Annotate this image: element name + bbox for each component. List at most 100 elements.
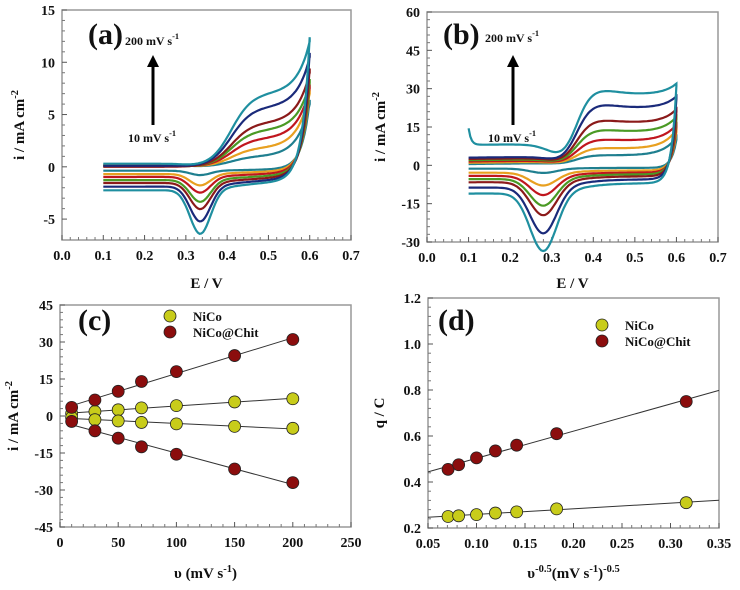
annotation-200-mV-s: 200 mV s-1	[125, 32, 179, 48]
x-tick-label: 0.05	[416, 537, 441, 552]
y-tick-label: -15	[34, 447, 53, 462]
legend-marker	[595, 334, 609, 348]
x-axis-label: E / V	[190, 276, 222, 292]
data-point-nico-chit	[169, 447, 183, 461]
y-tick-label: 10	[41, 56, 55, 71]
legend-marker	[163, 325, 177, 339]
y-axis-label-main: i / mA cm	[6, 389, 22, 451]
y-tick-label: 0	[48, 161, 55, 176]
x-tick-label: 0.7	[342, 249, 360, 264]
legend-label: NiCo@Chit	[193, 325, 259, 340]
annotation-10-mV-s-main: 10 mV s	[128, 131, 169, 145]
x-axis-label-sup: -1	[223, 564, 232, 575]
y-tick-label: 1.2	[404, 292, 422, 307]
data-point-nico-chit	[286, 333, 300, 346]
data-point-nico	[510, 505, 524, 519]
x-axis-label-presup: -0.5	[535, 564, 552, 575]
data-point-nico	[470, 508, 483, 522]
y-tick-label: 45	[406, 44, 420, 59]
data-point-nico-chit	[286, 476, 300, 490]
data-point-nico	[111, 403, 125, 417]
x-tick-label: 0.5	[260, 249, 278, 264]
annotation-200-mV-s: 200 mV s-1	[485, 29, 539, 45]
data-point-nico	[135, 416, 148, 429]
panel-label: (c)	[78, 304, 111, 337]
data-point-nico-chit	[510, 438, 524, 452]
annotation-10-mV-s-sup: -1	[169, 129, 176, 138]
panel-d: 0.05 0.10 0.15 0.20 0.25 0.30 0.35 0.2 0.4 0.6 0.8…	[372, 292, 731, 582]
x-tick-label: 0.0	[53, 249, 71, 264]
y-tick-label: -5	[43, 213, 55, 228]
cv-curve-200-mV-s	[103, 37, 311, 235]
data-point-nico-chit	[111, 431, 125, 445]
x-tick-label: 0.15	[513, 537, 538, 552]
cv-curve-150-mV-s	[468, 93, 678, 235]
y-tick-label: 0.6	[404, 430, 422, 445]
y-tick-label: 0.2	[404, 522, 422, 537]
annotation-200-mV-s-sup: -1	[532, 29, 539, 38]
arrow-head-icon	[507, 55, 519, 67]
x-axis-label-main: υ (mV s	[174, 566, 223, 582]
x-tick-label: 0.0	[418, 251, 436, 266]
data-point-nico-chit	[228, 462, 242, 476]
x-axis-label-tailsup: -0.5	[603, 564, 620, 575]
data-point-nico-chit	[111, 384, 125, 398]
data-point-nico-chit	[169, 365, 183, 379]
x-tick-label: 150	[224, 536, 245, 551]
x-tick-label: 0.1	[460, 251, 478, 266]
data-point-nico	[169, 417, 183, 431]
data-point-nico-chit	[470, 451, 483, 465]
data-point-nico	[489, 506, 502, 520]
x-tick-label: 0.1	[95, 249, 113, 264]
data-point-nico	[135, 401, 148, 415]
legend-label: NiCo	[625, 318, 654, 333]
annotation-10-mV-s: 10 mV s-1	[128, 129, 176, 145]
data-point-nico-chit	[550, 427, 564, 441]
x-tick-label: 0.4	[218, 249, 236, 264]
x-tick-label: 0.2	[136, 249, 154, 264]
data-point-nico-chit	[228, 349, 242, 362]
x-axis-label: υ (mV s-1)	[174, 564, 237, 582]
x-tick-label: 0.2	[501, 251, 519, 266]
data-point-nico	[88, 413, 102, 427]
x-axis-label-tail: )	[598, 566, 603, 582]
y-tick-label: 1.0	[404, 338, 422, 353]
x-tick-label: 0.3	[177, 249, 195, 264]
y-tick-label: 60	[406, 6, 420, 21]
data-point-nico	[679, 496, 693, 510]
x-tick-label: 250	[341, 536, 362, 551]
x-tick-label: 0.3	[543, 251, 561, 266]
cv-curve-200-mV-s	[467, 81, 678, 253]
y-axis-label-main: i / mA cm	[12, 98, 28, 160]
y-axis-label-sup: -2	[4, 381, 15, 390]
data-point-nico-chit	[679, 395, 693, 408]
data-point-nico	[550, 502, 564, 516]
x-tick-label: 0.6	[668, 251, 686, 266]
data-point-nico	[169, 399, 183, 413]
data-point-nico	[452, 509, 466, 523]
legend-label: NiCo@Chit	[625, 334, 691, 349]
y-tick-label: -30	[401, 236, 420, 251]
x-axis-label: υ-0.5(mV s-1)-0.5	[527, 564, 619, 582]
x-axis-label-main: (mV s	[552, 566, 590, 582]
y-axis-label: i / mA cm-2	[371, 92, 389, 162]
data-point-nico	[441, 510, 455, 523]
y-tick-label: 15	[39, 373, 53, 388]
y-axis-label: i / mA cm-2	[10, 90, 28, 160]
x-tick-label: 0.20	[561, 537, 586, 552]
data-point-nico-chit	[88, 424, 102, 438]
x-tick-label: 0.30	[658, 537, 683, 552]
y-tick-label: 0	[46, 410, 53, 425]
y-tick-label: 0	[413, 159, 420, 174]
x-tick-label: 100	[166, 536, 187, 551]
x-axis-label-sup: -1	[589, 564, 598, 575]
y-tick-label: -30	[34, 484, 53, 499]
data-point-nico-chit	[88, 393, 102, 407]
x-tick-label: 50	[111, 536, 125, 551]
y-tick-label: 30	[406, 83, 420, 98]
data-point-nico-chit	[65, 400, 79, 414]
x-tick-label: 0.7	[709, 251, 727, 266]
x-axis-label-tail: )	[232, 566, 237, 582]
data-point-nico-chit	[452, 458, 466, 472]
